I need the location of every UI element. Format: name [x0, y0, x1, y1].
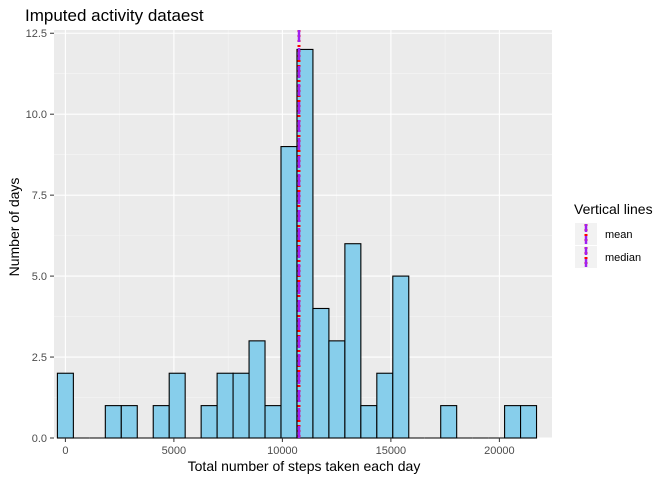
plot-panel: [54, 30, 552, 439]
histogram-bar: [248, 340, 266, 439]
y-tick-label: 7.5: [32, 190, 47, 202]
histogram-bar: [520, 405, 538, 439]
legend-keys: mean median: [575, 223, 641, 268]
y-tick-label: 12.5: [26, 28, 47, 40]
histogram-bar: [104, 405, 122, 439]
y-tick-label: 0.0: [32, 433, 47, 445]
x-axis-label: Total number of steps taken each day: [188, 458, 421, 474]
histogram-bar: [296, 48, 314, 439]
legend-title: Vertical lines: [574, 201, 653, 217]
y-tick-label: 5.0: [32, 271, 47, 283]
y-axis-label: Number of days: [6, 178, 22, 277]
histogram-bar: [504, 405, 522, 439]
histogram-bar: [376, 372, 394, 439]
histogram-bar: [280, 146, 298, 439]
legend-entry-label: median: [605, 252, 641, 264]
histogram-bar: [216, 372, 234, 439]
chart-title: Imputed activity dataest: [25, 6, 204, 25]
histogram-bar: [360, 405, 378, 439]
x-tick-label: 15000: [376, 445, 407, 457]
x-tick-label: 0: [62, 445, 68, 457]
y-tick-label: 2.5: [32, 352, 47, 364]
histogram-bar: [200, 405, 218, 439]
histogram-bar: [152, 405, 170, 439]
histogram-bar: [344, 243, 362, 439]
x-tick-label: 20000: [484, 445, 515, 457]
histogram-bar: [392, 275, 410, 439]
histogram-bar: [264, 405, 282, 439]
legend: Vertical lines mean median: [574, 201, 653, 268]
x-tick-label: 10000: [267, 445, 298, 457]
histogram-bar: [328, 340, 346, 439]
histogram-bar: [120, 405, 138, 439]
histogram-bar: [56, 372, 74, 439]
histogram-bar: [312, 307, 330, 439]
histogram-bar: [232, 372, 250, 439]
y-tick-label: 10.0: [26, 109, 47, 121]
x-tick-label: 5000: [162, 445, 186, 457]
histogram-bar: [168, 372, 186, 439]
legend-entry-label: mean: [605, 229, 633, 241]
histogram-bar: [440, 405, 458, 439]
